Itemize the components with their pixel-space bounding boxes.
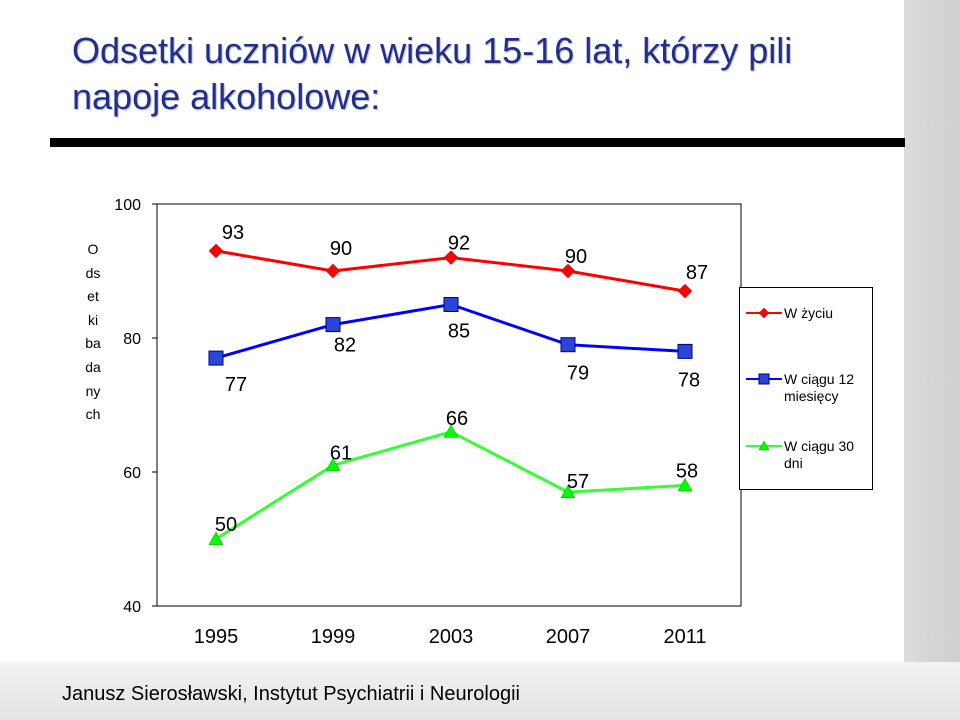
legend-label-30-days: W ciągu 30 dni <box>784 438 855 471</box>
x-tick-label-2011: 2011 <box>663 626 706 648</box>
data-label-30-days-2011: 58 <box>676 460 698 482</box>
data-point-30-days-2003 <box>443 424 459 438</box>
data-point-lifetime-2007 <box>560 263 576 279</box>
legend-marker-12-months <box>758 373 770 385</box>
plot-area <box>156 203 742 607</box>
line-chart: 40 60 80 100 1995 1999 2003 2007 2011 93 90 92 90 87 7… <box>114 197 742 648</box>
y-tick-label-80: 80 <box>123 331 141 348</box>
data-label-lifetime-2003: 92 <box>448 233 470 255</box>
data-point-30-days-1999 <box>325 457 341 472</box>
data-point-12-months-1995 <box>208 350 224 366</box>
data-label-12-months-1995: 77 <box>225 374 247 396</box>
data-point-12-months-2011 <box>677 343 693 359</box>
y-tick-label-100: 100 <box>114 197 141 214</box>
y-tick-label-60: 60 <box>123 465 141 482</box>
x-tick-label-2007: 2007 <box>546 626 591 648</box>
data-label-30-days-2003: 66 <box>446 408 468 430</box>
chart-legend: W życiu W ciągu 12 miesięcy W ciągu 30 d… <box>739 287 873 490</box>
x-tick-label-1999: 1999 <box>311 626 356 648</box>
x-tick-label-1995: 1995 <box>194 626 239 648</box>
legend-key-lifetime <box>746 307 782 319</box>
legend-marker-30-days <box>758 440 770 451</box>
x-tick-label-2003: 2003 <box>429 626 474 648</box>
footer-credit: Janusz Sierosławski, Instytut Psychiatri… <box>62 683 520 705</box>
data-point-12-months-1999 <box>325 317 341 333</box>
footer-band <box>0 662 960 720</box>
data-point-lifetime-1995 <box>208 243 224 259</box>
legend-label-12-months: W ciągu 12 miesięcy <box>784 371 855 404</box>
title-divider <box>50 138 905 147</box>
data-label-12-months-1999: 82 <box>334 335 356 357</box>
legend-marker-lifetime <box>758 307 770 319</box>
data-label-30-days-2007: 57 <box>567 471 589 493</box>
data-point-30-days-2011 <box>677 477 693 492</box>
data-label-12-months-2011: 78 <box>678 369 700 391</box>
y-tick-label-40: 40 <box>123 599 141 616</box>
data-point-lifetime-2003 <box>443 250 459 265</box>
slide-title: Odsetki uczniów w wieku 15-16 lat, którz… <box>72 30 793 117</box>
data-point-12-months-2007 <box>560 337 576 353</box>
legend-key-12-months <box>746 373 782 385</box>
data-label-lifetime-2007: 90 <box>565 246 587 268</box>
data-label-lifetime-1999: 90 <box>330 238 352 260</box>
legend-label-lifetime: W życiu <box>784 305 833 321</box>
data-label-lifetime-1995: 93 <box>222 222 244 244</box>
right-decor-strip <box>904 0 960 720</box>
legend-key-30-days <box>746 440 782 451</box>
data-point-12-months-2003 <box>443 297 459 312</box>
data-point-30-days-2007 <box>560 484 576 498</box>
data-label-12-months-2007: 79 <box>567 363 589 385</box>
data-label-30-days-1999: 61 <box>330 442 352 464</box>
data-label-30-days-1995: 50 <box>215 514 237 536</box>
data-point-lifetime-2011 <box>677 283 693 299</box>
y-axis-label: Odsetki badanych <box>85 241 101 423</box>
data-point-lifetime-1999 <box>325 263 341 279</box>
data-point-30-days-1995 <box>208 531 224 545</box>
data-label-lifetime-2011: 87 <box>686 262 708 284</box>
data-label-12-months-2003: 85 <box>448 321 470 343</box>
